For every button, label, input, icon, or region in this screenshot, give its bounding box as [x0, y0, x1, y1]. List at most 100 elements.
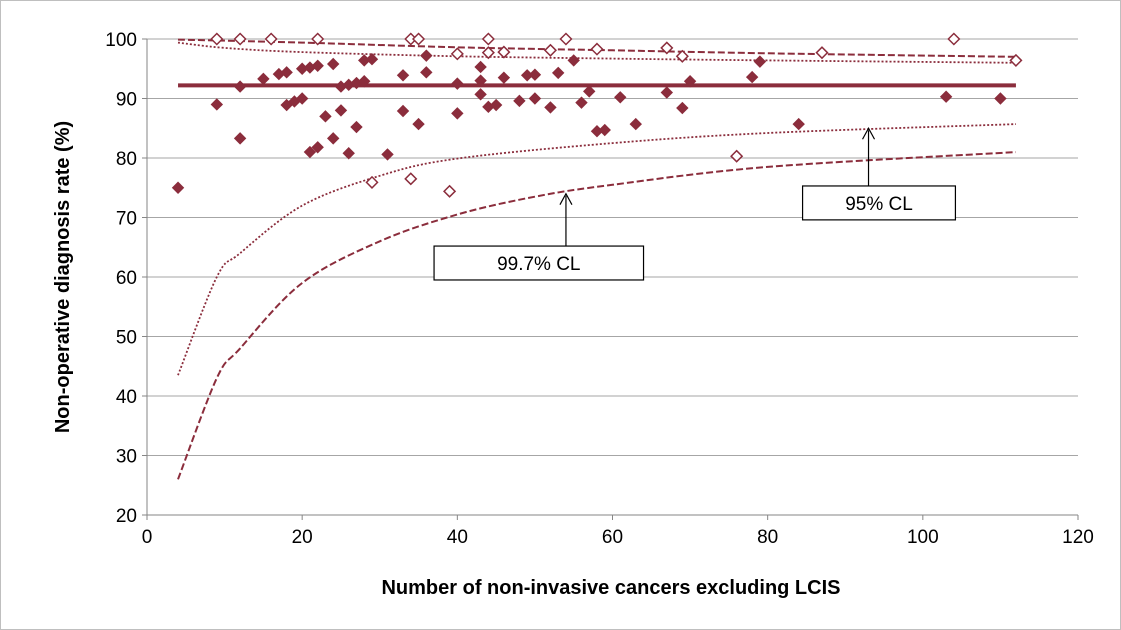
- filled-diamond-point: [319, 110, 332, 123]
- callout-arrow-head: [559, 192, 573, 205]
- open-diamond-point: [559, 32, 573, 46]
- x-tick-label: 20: [292, 527, 313, 548]
- filled-diamond-point: [303, 145, 317, 159]
- open-diamond-point: [590, 42, 604, 56]
- filled-diamond-point: [233, 80, 247, 93]
- filled-diamond-point: [451, 107, 464, 120]
- filled-diamond-point: [326, 132, 340, 145]
- filled-diamond-point: [994, 92, 1007, 105]
- filled-diamond-point: [939, 90, 953, 103]
- filled-diamond-point: [474, 60, 487, 74]
- x-tick-label: 100: [907, 527, 939, 548]
- open-diamond-point: [660, 41, 674, 55]
- open-diamond-point: [497, 45, 511, 59]
- cl-95-lower-curve: [177, 123, 1016, 376]
- filled-diamond-point: [474, 74, 487, 87]
- filled-diamond-point: [753, 55, 767, 68]
- y-tick-label: 90: [116, 90, 137, 111]
- open-diamond-point: [450, 47, 464, 61]
- filled-diamond-point: [676, 101, 689, 115]
- axes: [142, 38, 1079, 520]
- filled-diamond-point: [513, 94, 526, 108]
- filled-diamond-point: [365, 53, 379, 66]
- filled-diamond-point: [210, 98, 224, 111]
- x-tick-label: 60: [602, 527, 623, 548]
- filled-diamond-point: [528, 68, 542, 81]
- filled-diamond-point: [420, 66, 433, 79]
- filled-diamond-point: [745, 70, 759, 84]
- filled-diamond-point: [381, 148, 394, 161]
- open-diamond-point: [443, 184, 457, 198]
- open-diamond-point: [815, 46, 829, 60]
- filled-diamond-point: [233, 132, 247, 145]
- cl-99-7-lower-curve: [177, 151, 1016, 480]
- y-axis-title: Non-operative diagnosis rate (%): [52, 121, 74, 433]
- filled-diamond-point: [350, 120, 363, 134]
- open-diamond-point: [264, 32, 278, 46]
- control-limit-curves: [177, 38, 1016, 480]
- open-diamond-point: [730, 149, 744, 163]
- open-diamond-point: [1009, 53, 1023, 67]
- filled-diamond-point: [451, 77, 464, 90]
- y-tick-label: 60: [116, 268, 137, 289]
- filled-diamond-point: [311, 141, 324, 154]
- y-tick-label: 20: [116, 506, 137, 527]
- x-axis-title: Number of non-invasive cancers excluding…: [381, 577, 840, 599]
- callout-cl997: 99.7% CL: [433, 192, 645, 281]
- filled-diamond-point: [614, 91, 627, 104]
- filled-diamond-point: [171, 181, 185, 194]
- filled-diamond-point: [583, 85, 596, 98]
- filled-diamond-point: [280, 66, 293, 79]
- x-tick-label: 120: [1062, 527, 1094, 548]
- open-diamond-point: [365, 175, 379, 189]
- filled-diamond-point: [474, 88, 487, 101]
- filled-diamond-point: [629, 117, 642, 131]
- data-points: [171, 32, 1023, 198]
- filled-diamond-point: [396, 104, 410, 118]
- x-tick-label: 40: [447, 527, 468, 548]
- open-diamond-point: [675, 49, 689, 63]
- open-diamond-point: [233, 32, 247, 46]
- filled-diamond-point: [792, 117, 805, 131]
- y-tick-label: 100: [105, 30, 137, 51]
- open-diamond-point: [543, 43, 557, 57]
- filled-diamond-point: [412, 117, 425, 131]
- open-diamond-point: [411, 32, 426, 46]
- filled-diamond-point: [598, 123, 611, 137]
- y-tick-label: 70: [116, 209, 137, 230]
- filled-diamond-point: [683, 75, 697, 88]
- callout-arrow-head: [861, 126, 876, 140]
- filled-diamond-point: [342, 147, 355, 160]
- callout-box: [433, 245, 645, 281]
- filled-diamond-point: [334, 104, 348, 117]
- filled-diamond-point: [257, 72, 270, 86]
- filled-diamond-point: [358, 75, 371, 88]
- open-diamond-point: [481, 32, 495, 46]
- filled-diamond-point: [544, 101, 557, 114]
- y-tick-label: 30: [116, 447, 137, 468]
- filled-diamond-point: [396, 69, 410, 82]
- open-diamond-point: [947, 32, 961, 46]
- y-tick-label: 80: [116, 149, 137, 170]
- callouts: 99.7% CL 95% CL: [433, 126, 957, 281]
- filled-diamond-point: [575, 96, 588, 109]
- open-diamond-point: [311, 32, 325, 46]
- filled-diamond-point: [528, 92, 542, 105]
- callout-cl95: 95% CL: [801, 126, 957, 221]
- filled-diamond-point: [497, 71, 511, 84]
- filled-diamond-point: [551, 66, 565, 80]
- filled-diamond-point: [567, 54, 580, 67]
- callout-label: 99.7% CL: [497, 254, 580, 275]
- filled-diamond-point: [311, 59, 324, 72]
- filled-diamond-point: [420, 49, 433, 62]
- open-diamond-point: [210, 32, 224, 46]
- filled-diamond-point: [326, 57, 340, 71]
- filled-diamond-point: [660, 86, 674, 99]
- y-tick-label: 50: [116, 328, 137, 349]
- cl-99-7-upper-curve: [177, 38, 1016, 58]
- callout-label: 95% CL: [845, 194, 913, 215]
- filled-diamond-point: [295, 92, 309, 105]
